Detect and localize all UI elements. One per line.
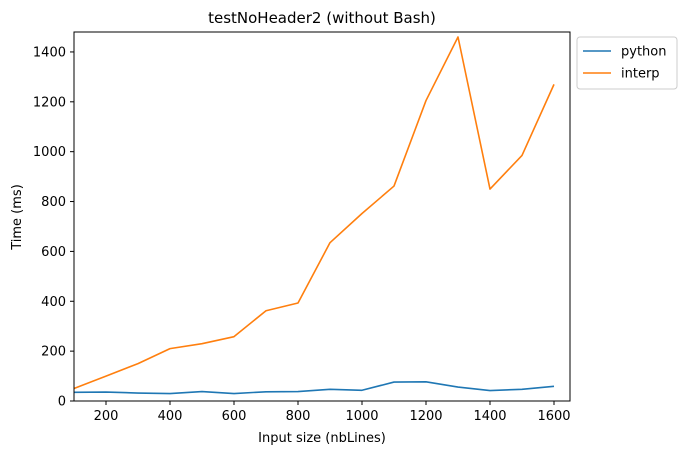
y-axis-label: Time (ms)	[10, 184, 25, 251]
x-tick-label: 600	[222, 409, 247, 424]
series-lines	[73, 36, 555, 395]
y-tick-label: 400	[41, 295, 66, 310]
x-tick-label: 1600	[537, 409, 570, 424]
y-tick-label: 600	[41, 245, 66, 260]
y-tick-label: 0	[58, 395, 66, 410]
chart-title: testNoHeader2 (without Bash)	[208, 9, 436, 27]
x-tick-label: 200	[94, 409, 119, 424]
x-tick-label: 800	[286, 409, 311, 424]
series-line-python	[73, 380, 555, 395]
legend-box	[576, 36, 678, 90]
series-line-interp	[73, 36, 555, 390]
x-tick-label: 400	[158, 409, 183, 424]
y-axis-ticks: 0 200 400 600 800 1000 1200 1400	[33, 45, 74, 410]
y-tick-label: 1200	[33, 95, 66, 110]
y-tick-label: 1400	[33, 45, 66, 60]
x-axis-ticks: 200 400 600 800 1000 1200 1400 1600	[94, 401, 571, 424]
legend-label-interp: interp	[621, 67, 660, 82]
x-tick-label: 1200	[409, 409, 442, 424]
x-tick-label: 1000	[345, 409, 378, 424]
y-tick-label: 800	[41, 195, 66, 210]
x-axis-label: Input size (nbLines)	[258, 431, 386, 446]
legend-label-python: python	[621, 45, 666, 60]
y-tick-label: 200	[41, 345, 66, 360]
x-tick-label: 1400	[473, 409, 506, 424]
y-tick-label: 1000	[33, 145, 66, 160]
axes-frame	[73, 31, 571, 402]
legend: python interp	[576, 36, 678, 90]
